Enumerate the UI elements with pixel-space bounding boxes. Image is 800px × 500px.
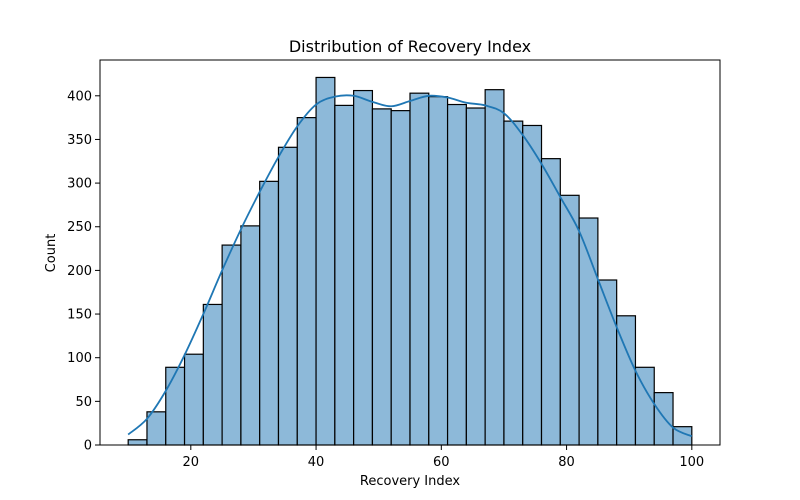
x-tick-label: 20 — [183, 455, 200, 470]
y-tick-label: 0 — [84, 439, 92, 454]
histogram-bar — [634, 366, 655, 446]
histogram-bar — [371, 108, 392, 446]
y-tick-label: 250 — [67, 220, 92, 235]
x-tick-label: 100 — [679, 455, 704, 470]
histogram-bar — [446, 103, 467, 446]
histogram-bar — [296, 117, 317, 446]
histogram-bar — [559, 194, 580, 446]
histogram-bar — [409, 92, 430, 446]
histogram-bar — [540, 158, 561, 446]
histogram-bar — [165, 366, 186, 446]
histogram-bar — [277, 146, 298, 446]
y-tick-label: 200 — [67, 264, 92, 279]
x-axis-ticks: 20 40 60 80 100 — [183, 445, 704, 470]
histogram-bar — [390, 110, 411, 446]
y-axis-label: Count — [44, 234, 59, 273]
y-tick-label: 100 — [67, 351, 92, 366]
y-tick-label: 400 — [67, 89, 92, 104]
y-axis-ticks: 0 50 100 150 200 250 300 350 400 — [67, 89, 100, 454]
chart-title: Distribution of Recovery Index — [289, 37, 531, 56]
y-tick-label: 150 — [67, 308, 92, 323]
histogram-bar — [484, 89, 505, 446]
histogram-bar — [353, 89, 374, 446]
x-axis-label: Recovery Index — [360, 474, 461, 489]
histogram-bar — [221, 244, 242, 446]
kde-curve — [127, 94, 693, 438]
histogram-bar — [522, 124, 543, 446]
histogram-bar — [183, 353, 204, 446]
y-tick-label: 350 — [67, 133, 92, 148]
histogram-bar — [465, 107, 486, 446]
histogram-bar — [259, 180, 280, 446]
x-tick-label: 40 — [308, 455, 325, 470]
y-tick-label: 300 — [67, 177, 92, 192]
histogram-bar — [240, 225, 261, 446]
histogram-bar — [127, 439, 148, 446]
x-tick-label: 60 — [433, 455, 450, 470]
x-tick-label: 80 — [558, 455, 575, 470]
histogram-bar — [146, 411, 167, 446]
plot-frame — [99, 59, 721, 446]
histogram-bar — [334, 104, 355, 446]
histogram-bar — [653, 392, 674, 446]
histogram-bar — [202, 303, 223, 446]
histogram-bar — [428, 96, 449, 446]
histogram-bar — [315, 76, 336, 446]
y-tick-label: 50 — [75, 395, 92, 410]
bars-group — [127, 76, 693, 446]
histogram-bar — [503, 120, 524, 446]
